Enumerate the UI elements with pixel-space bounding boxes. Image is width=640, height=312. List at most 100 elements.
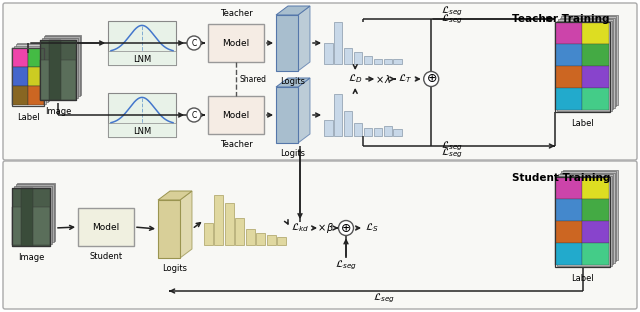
Bar bbox=[324, 120, 333, 136]
Text: $\mathcal{L}_D$: $\mathcal{L}_D$ bbox=[348, 73, 362, 85]
Text: LNM: LNM bbox=[133, 56, 151, 65]
Bar bbox=[277, 236, 286, 245]
Bar bbox=[40, 40, 76, 100]
Bar bbox=[12, 188, 50, 246]
Bar bbox=[563, 14, 618, 105]
Text: Label: Label bbox=[17, 113, 40, 122]
Bar bbox=[28, 86, 44, 105]
Text: Teacher Training: Teacher Training bbox=[513, 14, 610, 24]
Text: Model: Model bbox=[222, 110, 250, 119]
Text: $\mathcal{L}_S$: $\mathcal{L}_S$ bbox=[365, 222, 379, 234]
Text: $\mathcal{L}_{seg}$: $\mathcal{L}_{seg}$ bbox=[440, 139, 463, 153]
Bar bbox=[40, 40, 76, 100]
Text: Model: Model bbox=[92, 222, 120, 232]
Circle shape bbox=[187, 108, 201, 122]
Bar bbox=[12, 67, 28, 86]
Bar bbox=[555, 22, 610, 112]
Bar bbox=[555, 177, 582, 199]
Bar bbox=[12, 86, 28, 105]
Text: $\oplus$: $\oplus$ bbox=[340, 222, 351, 235]
Bar bbox=[208, 24, 264, 62]
Bar bbox=[582, 88, 609, 110]
Polygon shape bbox=[298, 78, 310, 143]
Text: Logits: Logits bbox=[280, 149, 305, 158]
Bar bbox=[324, 43, 333, 64]
Bar bbox=[383, 126, 392, 136]
Bar bbox=[344, 48, 353, 64]
Bar bbox=[344, 111, 353, 136]
Bar bbox=[555, 44, 582, 66]
Bar bbox=[582, 177, 609, 199]
Bar bbox=[45, 35, 81, 95]
Bar bbox=[582, 243, 609, 265]
Bar bbox=[225, 202, 234, 245]
Bar bbox=[364, 129, 372, 136]
Bar bbox=[256, 232, 265, 245]
Bar bbox=[354, 52, 362, 64]
Bar bbox=[582, 44, 609, 66]
Bar bbox=[394, 59, 402, 64]
Bar bbox=[558, 174, 613, 264]
Text: $\mathcal{L}_{seg}$: $\mathcal{L}_{seg}$ bbox=[335, 259, 357, 272]
Polygon shape bbox=[276, 78, 310, 87]
Text: Model: Model bbox=[222, 38, 250, 47]
Text: $\mathcal{L}_{seg}$: $\mathcal{L}_{seg}$ bbox=[440, 5, 463, 18]
Bar bbox=[28, 67, 44, 86]
Bar bbox=[49, 40, 61, 100]
Polygon shape bbox=[276, 6, 310, 15]
Text: Student Training: Student Training bbox=[511, 173, 610, 183]
Text: Label: Label bbox=[571, 274, 594, 283]
Bar bbox=[582, 66, 609, 88]
Bar bbox=[108, 123, 176, 137]
Bar bbox=[17, 183, 56, 241]
Text: Student: Student bbox=[90, 252, 123, 261]
Text: C: C bbox=[191, 38, 196, 47]
Bar bbox=[561, 16, 616, 106]
Text: $\times\,\lambda$: $\times\,\lambda$ bbox=[375, 73, 392, 85]
Bar bbox=[582, 22, 609, 44]
Circle shape bbox=[424, 71, 438, 86]
Bar bbox=[555, 22, 582, 44]
Bar bbox=[12, 48, 28, 67]
FancyBboxPatch shape bbox=[3, 161, 637, 309]
Bar bbox=[558, 19, 613, 109]
Text: Logits: Logits bbox=[163, 264, 188, 273]
Bar bbox=[108, 51, 176, 65]
Bar bbox=[14, 46, 46, 104]
Polygon shape bbox=[158, 191, 192, 200]
Text: Teacher: Teacher bbox=[220, 9, 252, 18]
Bar bbox=[561, 171, 616, 261]
Circle shape bbox=[339, 221, 353, 236]
Bar bbox=[334, 22, 342, 64]
Bar bbox=[374, 128, 382, 136]
Polygon shape bbox=[180, 191, 192, 258]
Text: LNM: LNM bbox=[133, 128, 151, 137]
Bar bbox=[208, 96, 264, 134]
Bar bbox=[158, 200, 180, 258]
Bar bbox=[557, 21, 611, 110]
Text: Shared: Shared bbox=[240, 75, 267, 84]
Text: $\mathcal{L}_{seg}$: $\mathcal{L}_{seg}$ bbox=[373, 292, 395, 305]
Bar bbox=[28, 48, 44, 67]
Bar bbox=[394, 129, 402, 136]
Text: $\mathcal{L}_{seg}$: $\mathcal{L}_{seg}$ bbox=[440, 147, 463, 160]
Bar bbox=[276, 15, 298, 71]
Text: Teacher: Teacher bbox=[220, 140, 252, 149]
Bar bbox=[582, 199, 609, 221]
Bar bbox=[559, 173, 614, 262]
Bar bbox=[78, 208, 134, 246]
Text: $\oplus$: $\oplus$ bbox=[426, 72, 437, 85]
Bar bbox=[354, 123, 362, 136]
Bar bbox=[204, 222, 213, 245]
Text: $\times\,\beta$: $\times\,\beta$ bbox=[317, 221, 335, 235]
Bar bbox=[246, 229, 255, 245]
Bar bbox=[555, 66, 582, 88]
Bar bbox=[108, 21, 176, 65]
Bar bbox=[374, 59, 382, 64]
Bar bbox=[12, 188, 50, 246]
Bar bbox=[383, 59, 392, 64]
Bar bbox=[364, 56, 372, 64]
Bar bbox=[15, 184, 54, 242]
Bar bbox=[214, 195, 223, 245]
Bar bbox=[555, 88, 582, 110]
